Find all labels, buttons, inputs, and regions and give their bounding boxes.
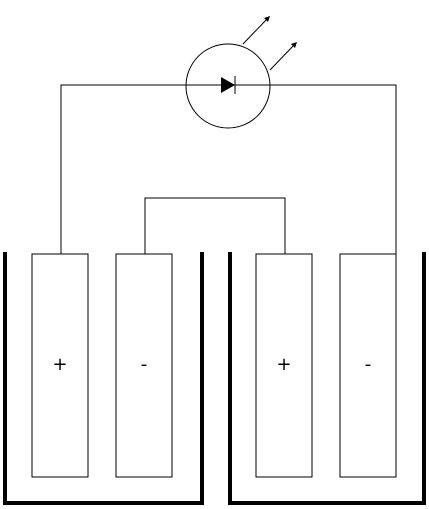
electrode-2-polarity: - [141, 354, 148, 375]
electrode-3-polarity: + [276, 354, 291, 375]
electrode-2 [115, 253, 173, 478]
led-diode-triangle [221, 77, 235, 93]
electrode-3 [255, 253, 313, 478]
left-beaker [3, 252, 204, 505]
light-arrow-1 [242, 17, 269, 45]
electrode-4-polarity: - [365, 354, 372, 375]
light-arrowhead-1-icon [264, 16, 270, 22]
light-arrow-2 [269, 43, 296, 71]
light-arrowhead-2-icon [291, 42, 297, 48]
right-beaker [228, 252, 426, 505]
led-icon [185, 16, 297, 129]
inner-connecting-wire [144, 197, 286, 254]
electrode-1 [31, 253, 89, 478]
electrode-1-polarity: + [52, 354, 67, 375]
electrode-4 [339, 253, 397, 478]
